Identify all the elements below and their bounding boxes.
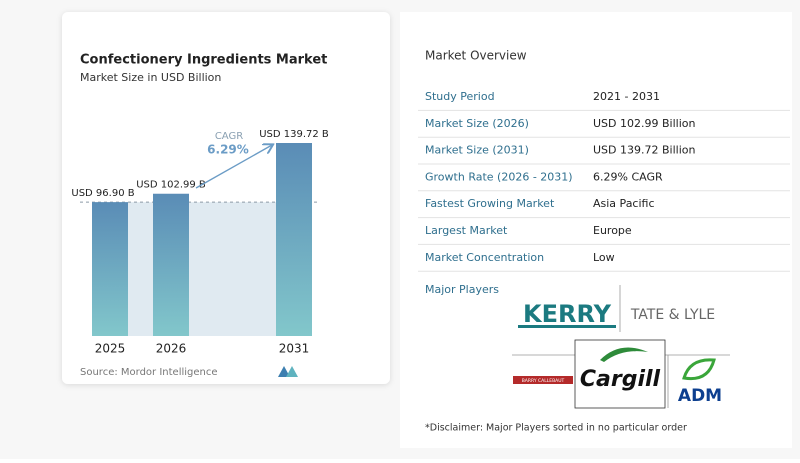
row-value: USD 139.72 Billion xyxy=(593,144,695,157)
overview-panel xyxy=(400,12,792,448)
overview-title: Market Overview xyxy=(425,49,527,63)
value-label: USD 139.72 B xyxy=(259,129,329,140)
x-tick-label: 2031 xyxy=(279,342,310,356)
overview-table: Study Period 2021 - 2031 Market Size (2026… xyxy=(418,90,790,272)
value-label: USD 102.99 B xyxy=(136,180,206,191)
cagr-arrow xyxy=(195,145,272,189)
source: Source: Mordor Intelligence xyxy=(80,367,218,378)
brand-icon xyxy=(278,366,298,377)
bar xyxy=(276,143,312,336)
x-tick-label: 2025 xyxy=(95,342,126,356)
cagr-value: 6.29% xyxy=(207,143,249,157)
row-label: Fastest Growing Market xyxy=(425,197,555,210)
row-value: 6.29% CAGR xyxy=(593,170,663,183)
logo-adm: ADM xyxy=(678,386,722,406)
row-label: Market Concentration xyxy=(425,251,544,264)
row-value: Low xyxy=(593,251,615,264)
players-title: Major Players xyxy=(425,283,499,296)
row-value: 2021 - 2031 xyxy=(593,90,660,103)
disclaimer: *Disclaimer: Major Players sorted in no … xyxy=(425,423,687,434)
row-label: Market Size (2026) xyxy=(425,117,529,130)
row-label: Study Period xyxy=(425,90,495,103)
x-tick-label: 2026 xyxy=(156,342,187,356)
row-value: Europe xyxy=(593,224,632,237)
baseline-area xyxy=(92,202,312,336)
plot: USD 96.90 B 2025 USD 102.99 B 2026 USD 139.7… xyxy=(71,129,329,356)
chart-subtitle: Market Size in USD Billion xyxy=(80,71,221,84)
bar xyxy=(92,202,128,336)
logo-kerry: KERRY xyxy=(523,300,612,328)
row-value: Asia Pacific xyxy=(593,197,655,210)
row-label: Market Size (2031) xyxy=(425,144,529,157)
row-label: Largest Market xyxy=(425,224,508,237)
logo-cargill: Cargill xyxy=(580,367,661,392)
value-label: USD 96.90 B xyxy=(71,188,134,199)
cagr-label: CAGR xyxy=(215,131,243,142)
logos: KERRY TATE & LYLE BARRY CALLEBAUT Cargil… xyxy=(512,285,730,409)
row-label: Growth Rate (2026 - 2031) xyxy=(425,170,573,183)
logo-tate-lyle: TATE & LYLE xyxy=(630,307,715,323)
row-value: USD 102.99 Billion xyxy=(593,117,695,130)
bar xyxy=(153,193,189,336)
chart-title: Confectionery Ingredients Market xyxy=(80,53,327,68)
logo-barry-callebaut: BARRY CALLEBAUT xyxy=(522,378,565,384)
